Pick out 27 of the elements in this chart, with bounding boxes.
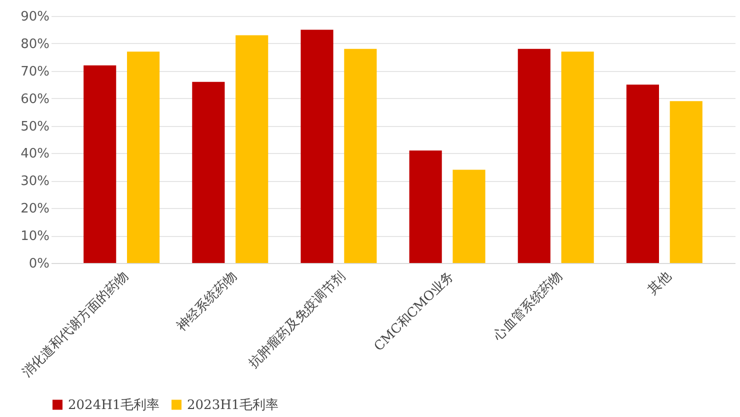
y-tick-label: 90% xyxy=(20,10,50,24)
bar xyxy=(626,84,659,263)
x-tick-label: 抗肿瘤药及免疫调节剂 xyxy=(245,268,349,372)
bar xyxy=(452,170,486,263)
bar xyxy=(192,82,225,263)
bar xyxy=(84,65,116,263)
bar xyxy=(409,150,442,263)
x-tick-label: 神经系统药物 xyxy=(174,268,240,335)
bar xyxy=(344,48,377,263)
y-tick-label: 70% xyxy=(20,64,50,80)
bar xyxy=(127,52,160,263)
y-tick-label: 50% xyxy=(20,119,50,134)
bar xyxy=(236,35,268,263)
y-tick-label: 30% xyxy=(20,174,50,190)
legend-label: 2023H1毛利率 xyxy=(187,396,279,413)
bar xyxy=(561,52,594,263)
y-tick-label: 40% xyxy=(20,146,50,162)
bar xyxy=(518,48,550,263)
x-tick-label: 其他 xyxy=(645,268,674,298)
y-tick-label: 80% xyxy=(20,36,50,52)
x-tick-label: 心血管系统药物 xyxy=(489,268,566,344)
y-tick-label: 60% xyxy=(20,92,50,107)
bar xyxy=(300,30,334,263)
y-tick-label: 20% xyxy=(20,202,50,217)
bar xyxy=(670,101,702,263)
legend-label: 2024H1毛利率 xyxy=(68,396,160,413)
y-tick-label: 10% xyxy=(20,229,50,244)
